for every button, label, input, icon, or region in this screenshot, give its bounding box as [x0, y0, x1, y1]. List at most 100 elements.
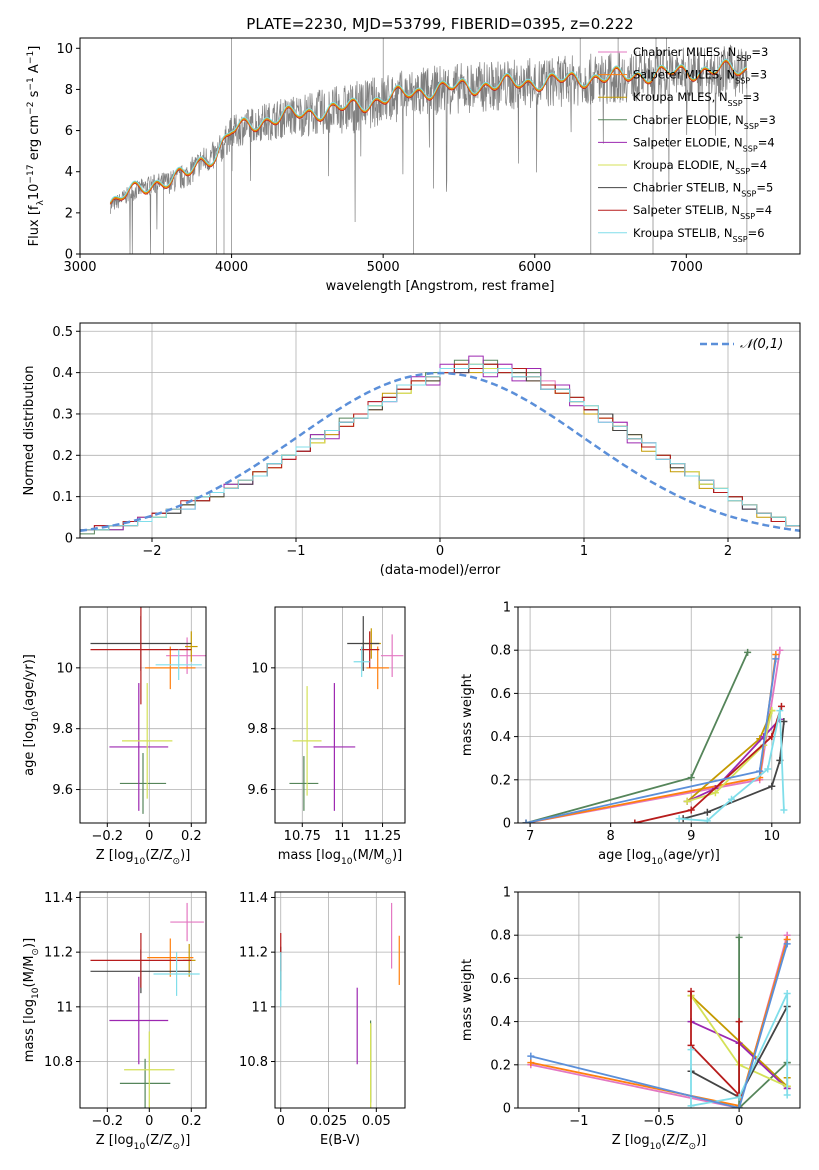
weight-series: [687, 990, 791, 1108]
x-axis-label: (data-model)/error: [380, 563, 501, 578]
panel-ebv-vs-mass: 0 0.025 0.05 10.8 11 11.2 11.4 E(B-V): [239, 891, 406, 1148]
plus-marker: [522, 819, 530, 823]
x-tick-label: 0: [145, 1114, 153, 1129]
y-tick-label: 11: [56, 1000, 73, 1015]
errorbar-point: [353, 646, 370, 677]
plus-marker: [735, 1018, 743, 1026]
x-axis-label: Z [log10(Z/Z⊙)]: [96, 1133, 191, 1152]
errorbar-point: [119, 753, 167, 814]
plus-marker: [777, 702, 785, 710]
plus-marker: [780, 717, 788, 725]
panel-Z-vs-mass: −0.2 0 0.2 10.8 11 11.2 11.4 Z [log10(Z/Z⊙)] mas…: [22, 891, 207, 1152]
y-tick-label: 0.2: [52, 449, 73, 464]
x-tick-label: 0: [436, 544, 444, 559]
errorbar-point: [122, 683, 173, 799]
axes: 10.75 11 11.25 9.6 9.8 10 mass [log10(M/M⊙)]: [247, 606, 406, 867]
y-tick-label: 1: [503, 601, 511, 616]
y-tick-label: 1: [503, 886, 511, 901]
axes-frame: [274, 606, 406, 824]
y-tick-label: 10: [56, 42, 73, 57]
x-tick-label: 9: [687, 829, 695, 844]
legend-label: Salpeter MILES, NSSP=3: [633, 68, 767, 86]
y-tick-label: 11.2: [44, 946, 73, 961]
series-line: [686, 710, 773, 803]
axes: −2 −1 0 1 2 0 0.1 0.2 0.3 0.4 0.5 (data-model)/erro…: [22, 322, 801, 578]
x-tick-label: 0: [145, 829, 153, 844]
y-tick-label: 0: [65, 532, 73, 547]
series-line: [530, 943, 789, 1108]
y-axis-label: age [log10(age/yr)]: [22, 654, 41, 776]
grid: [518, 606, 800, 824]
series-line: [525, 652, 749, 823]
weight-series: [527, 940, 791, 1108]
plus-marker: [631, 819, 639, 823]
x-tick-label: 0: [735, 1114, 743, 1129]
y-tick-label: 0.3: [52, 407, 73, 422]
x-tick-label: 10.75: [284, 829, 321, 844]
y-tick-label: 0.4: [490, 1015, 511, 1030]
grid: [518, 891, 800, 1109]
plus-marker: [687, 1102, 695, 1108]
x-tick-label: 0.2: [181, 1114, 202, 1129]
y-tick-label: 0.6: [490, 972, 511, 987]
grid: [80, 323, 800, 539]
x-axis-label: mass [log10(M/M⊙)]: [278, 848, 402, 867]
errorbar-point: [170, 902, 204, 942]
y-tick-label: 9.8: [247, 722, 268, 737]
panel-Z-vs-age: −0.2 0 0.2 9.6 9.8 10 Z [log10(Z/Z⊙)] age [log1…: [22, 606, 207, 867]
x-tick-label: 0.2: [181, 829, 202, 844]
panel-spectrum: 3000 4000 5000 6000 7000 0 2 4 6 8 10 wavelength [A…: [26, 37, 801, 294]
y-tick-label: 11.4: [239, 891, 268, 906]
x-tick-label: 11.25: [364, 829, 401, 844]
x-tick-label: −0.2: [92, 829, 124, 844]
y-tick-label: 0.2: [490, 1058, 511, 1073]
plus-marker: [783, 990, 791, 998]
x-tick-label: 11: [334, 829, 351, 844]
plot-area: [289, 616, 404, 811]
axes: −0.2 0 0.2 9.6 9.8 10 Z [log10(Z/Z⊙)] age [log1…: [22, 606, 207, 867]
x-tick-label: 6000: [518, 260, 551, 275]
plus-marker: [776, 707, 784, 715]
x-tick-label: 0: [277, 1114, 285, 1129]
axes-frame: [517, 606, 801, 824]
axes-frame: [274, 891, 406, 1109]
x-axis-label: age [log10(age/yr)]: [598, 848, 720, 867]
plus-marker: [772, 655, 780, 663]
plus-marker: [687, 774, 695, 782]
panel-residual-histogram: −2 −1 0 1 2 0 0.1 0.2 0.3 0.4 0.5 (data-model)/erro…: [22, 322, 801, 578]
plot-area: [527, 931, 791, 1108]
legend-label: Kroupa STELIB, NSSP=6: [633, 226, 765, 244]
y-tick-label: 9.8: [52, 722, 73, 737]
x-tick-label: 3000: [63, 260, 96, 275]
weight-series: [687, 987, 743, 1099]
y-tick-label: 0: [503, 1102, 511, 1117]
panel-Z-vs-weight: −1 −0.5 0 0 0.2 0.4 0.6 0.8 1 Z [log10(Z/Z⊙)] mass…: [460, 886, 801, 1152]
model-spectrum: [109, 58, 748, 203]
y-tick-label: 6: [65, 124, 73, 139]
x-tick-label: 5000: [367, 260, 400, 275]
y-tick-label: 11: [251, 1000, 268, 1015]
x-tick-label: −0.5: [643, 1114, 675, 1129]
plus-marker: [711, 789, 719, 797]
legend-label: Salpeter ELODIE, NSSP=4: [633, 135, 775, 153]
plus-marker: [687, 987, 695, 995]
y-axis-label: Normed distribution: [22, 366, 37, 496]
x-tick-label: 1: [580, 544, 588, 559]
x-tick-label: −1: [569, 1114, 588, 1129]
errorbar-point: [90, 607, 192, 705]
grid: [80, 892, 206, 1108]
errorbar-point: [380, 634, 404, 677]
x-tick-label: 0.05: [362, 1114, 391, 1129]
axes: −0.2 0 0.2 10.8 11 11.2 11.4 Z [log10(Z/Z⊙)] mas…: [22, 891, 207, 1152]
x-tick-label: 4000: [215, 260, 248, 275]
plot-area: [280, 902, 400, 1108]
axes-frame: [79, 891, 207, 1109]
plus-marker: [768, 707, 776, 715]
plus-marker: [687, 806, 695, 814]
histogram-legend: 𝒩(0,1): [700, 337, 783, 352]
plus-marker: [764, 765, 772, 773]
errorbar-point: [109, 976, 169, 1065]
legend-label: Chabrier STELIB, NSSP=5: [633, 181, 773, 199]
plus-marker: [675, 815, 683, 823]
